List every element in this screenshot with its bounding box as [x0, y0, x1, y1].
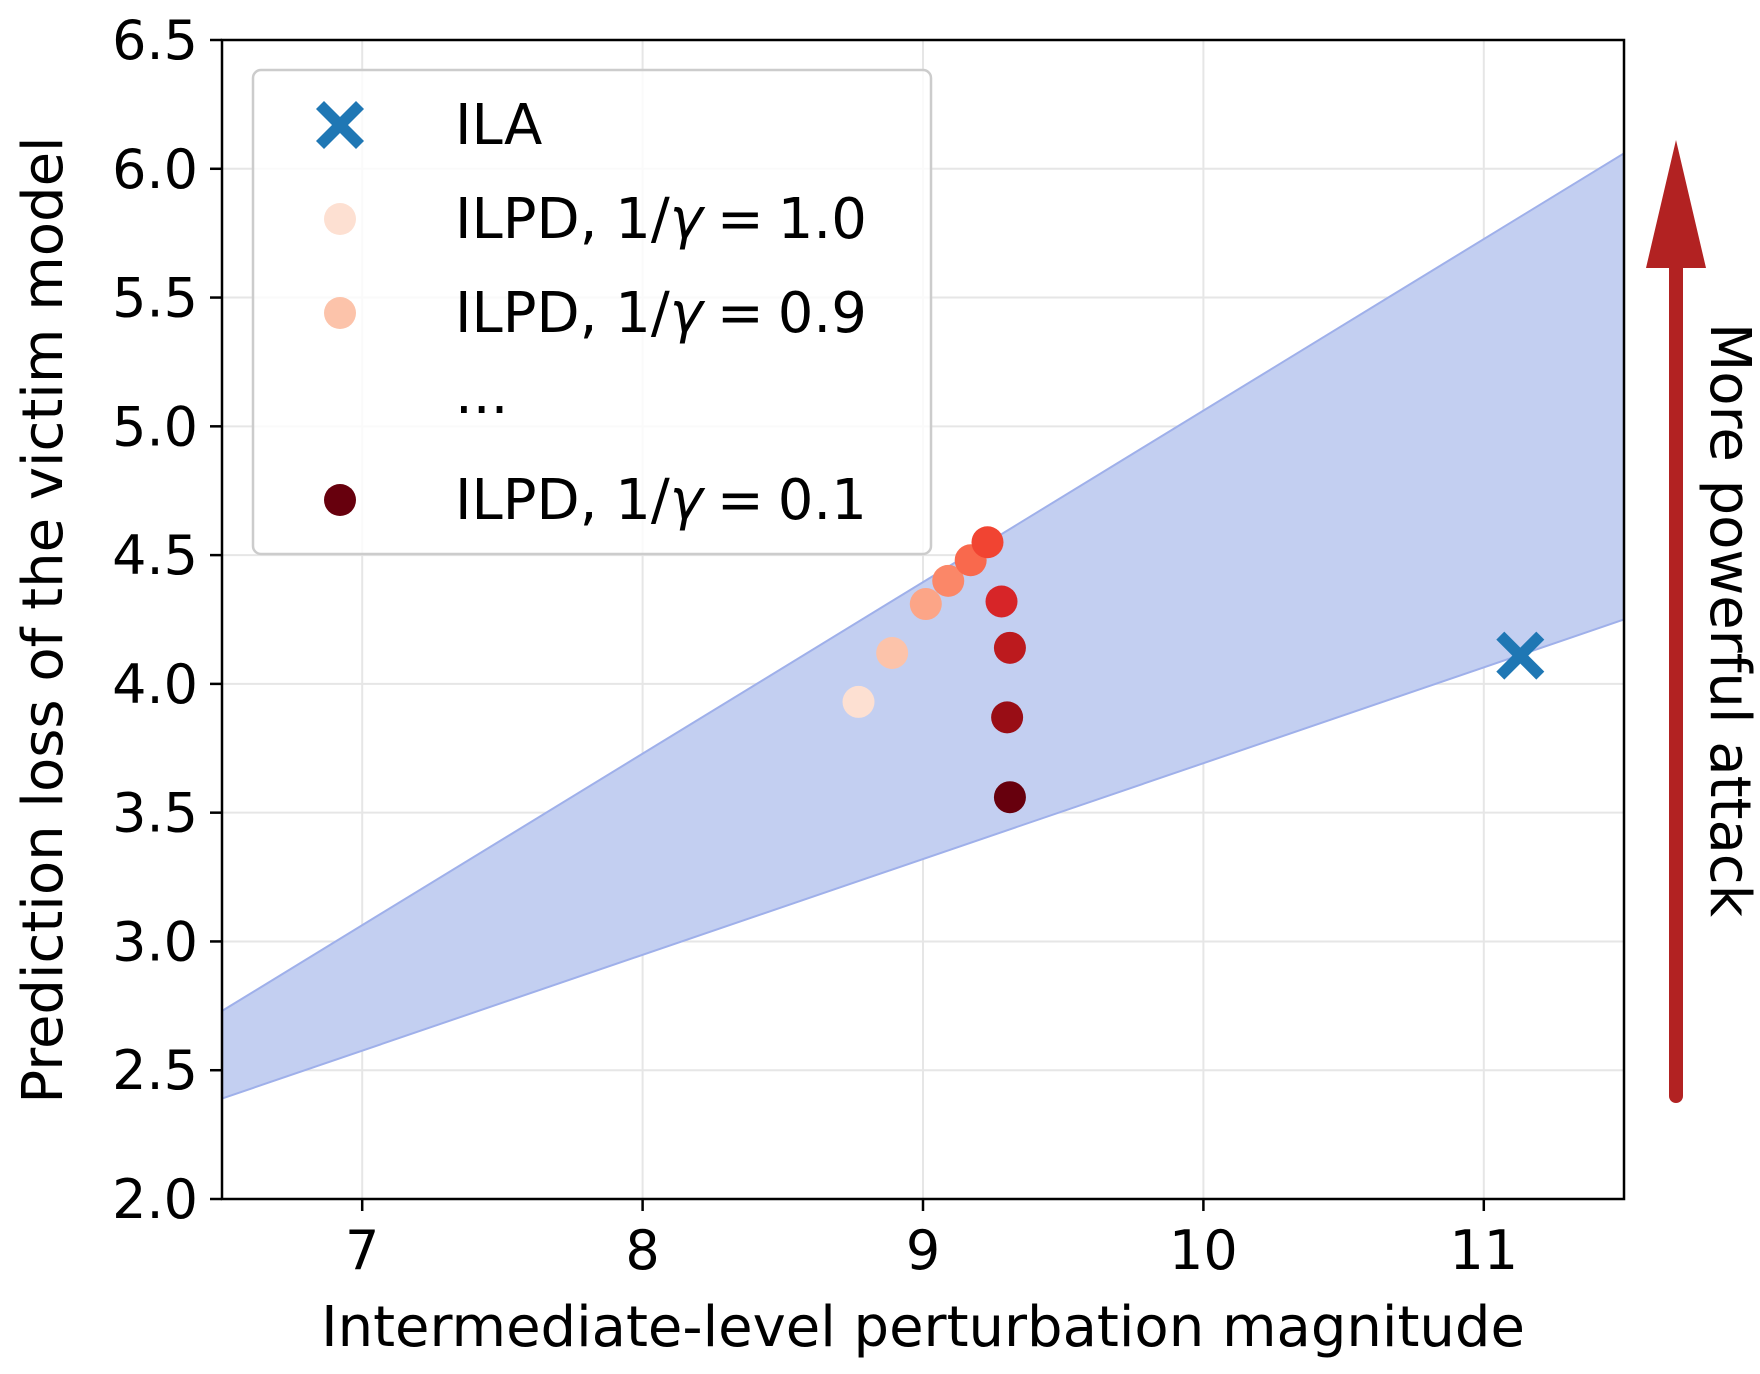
band-upper-edge	[222, 152, 1624, 1012]
y-tick-label: 2.5	[112, 1039, 198, 1102]
legend-label: ILPD, 1/γ = 1.0	[455, 187, 867, 252]
ilpd-point	[985, 585, 1018, 618]
legend-ilpd-marker	[324, 297, 356, 329]
y-tick-label: 4.0	[112, 653, 198, 716]
data-points	[842, 526, 1545, 814]
ilpd-point	[991, 701, 1024, 734]
ilpd-point	[932, 564, 965, 597]
y-tick-label: 4.5	[112, 524, 198, 587]
x-tick-label: 7	[345, 1219, 379, 1282]
x-tick-label: 8	[625, 1219, 659, 1282]
legend-ilpd-marker	[324, 484, 356, 516]
legend-ilpd-marker	[324, 203, 356, 235]
x-tick-label: 9	[906, 1219, 940, 1282]
confidence-band	[222, 152, 1624, 1100]
ila-point	[1496, 631, 1545, 680]
x-axis-label: Intermediate-level perturbation magnitud…	[321, 1295, 1525, 1360]
ilpd-point	[993, 781, 1026, 814]
y-axis-label: Prediction loss of the victim model	[11, 136, 76, 1103]
y-tick-label: 2.0	[112, 1168, 198, 1231]
legend-label: ILPD, 1/γ = 0.9	[455, 281, 867, 346]
y-tick-label: 3.5	[112, 782, 198, 845]
ilpd-point	[909, 588, 942, 621]
ilpd-point	[842, 685, 875, 718]
y-tick-label: 5.0	[112, 395, 198, 458]
x-tick-label: 11	[1449, 1219, 1518, 1282]
annotation-text: More powerful attack	[1697, 323, 1760, 918]
legend-label: ILA	[455, 93, 542, 158]
band-area	[222, 153, 1624, 1099]
legend-ila-marker-icon	[316, 101, 364, 149]
legend-label: ILPD, 1/γ = 0.1	[455, 468, 867, 533]
y-tick-label: 6.5	[112, 9, 198, 72]
ilpd-point	[971, 526, 1004, 559]
x-tick-label: 10	[1169, 1219, 1238, 1282]
ilpd-point	[993, 631, 1026, 664]
y-axis-ticks: 2.0 2.5 3.0 3.5 4.0 4.5 5.0 5.5 6.0 6.5	[112, 9, 222, 1231]
y-tick-label: 3.0	[112, 910, 198, 973]
legend: ILA ILPD, 1/γ = 1.0 ILPD, 1/γ = 0.9... ILPD, 1/…	[251, 68, 933, 556]
y-tick-label: 6.0	[112, 138, 198, 201]
annotation: More powerful attack	[1646, 140, 1760, 1103]
arrow-up-icon	[1646, 140, 1706, 268]
ilpd-point	[876, 636, 909, 669]
band-lower-edge	[222, 618, 1624, 1100]
legend-box	[251, 68, 933, 556]
x-axis-ticks: 7 8 9 10 11	[345, 1199, 1518, 1282]
y-tick-label: 5.5	[112, 267, 198, 330]
legend-label: ...	[455, 362, 508, 427]
